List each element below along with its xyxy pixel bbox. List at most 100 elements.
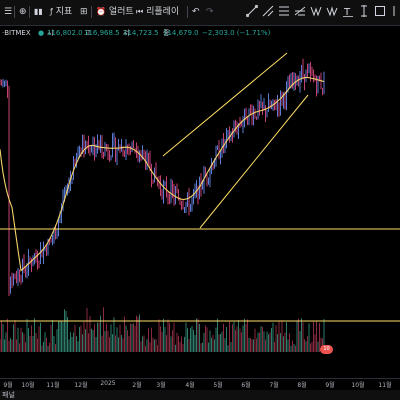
- volume-bar: [304, 339, 305, 352]
- volume-bar: [164, 327, 166, 352]
- volume-bar: [302, 322, 304, 352]
- measure-icon[interactable]: [358, 4, 370, 18]
- volume-bar: [4, 339, 5, 352]
- pattern-icon[interactable]: [326, 4, 338, 18]
- volume-bar: [193, 329, 194, 352]
- volume-bar: [92, 330, 94, 352]
- volume-bar: [10, 338, 11, 352]
- volume-bar: [217, 318, 218, 352]
- volume-bar: [143, 335, 145, 352]
- volume-bar: [14, 320, 16, 352]
- templates-icon[interactable]: ⊞: [80, 7, 88, 17]
- volume-bar: [194, 334, 196, 352]
- price-chart[interactable]: [0, 40, 400, 378]
- volume-bar: [226, 327, 227, 352]
- volume-bar: [292, 340, 293, 352]
- volume-bar: [131, 323, 133, 352]
- volume-bar: [80, 325, 82, 352]
- volume-bar: [268, 334, 269, 352]
- volume-bar: [221, 331, 223, 352]
- add-symbol-icon[interactable]: ⊕: [19, 7, 27, 17]
- volume-bar: [179, 341, 181, 352]
- menu-icon[interactable]: ☰: [4, 7, 13, 17]
- volume-bar: [197, 318, 199, 352]
- left-scale-marker: [0, 40, 6, 380]
- volume-bar: [178, 335, 179, 352]
- chart-type-icon[interactable]: ▮▮: [34, 7, 43, 16]
- volume-bar: [61, 320, 62, 352]
- volume-bar: [100, 315, 101, 352]
- panel-label[interactable]: 패널: [2, 391, 15, 399]
- symbol-legend: · BITMEX ● 시 116,802.0 고 116,968.5 저 114,72…: [2, 29, 271, 37]
- volume-bar: [11, 339, 13, 352]
- volume-bar: [25, 342, 26, 352]
- volume-bar: [250, 338, 251, 352]
- volume-bar: [253, 339, 254, 352]
- volume-bar: [238, 320, 239, 352]
- volume-bar: [160, 326, 161, 352]
- bottom-panel-bar: 패널: [0, 390, 400, 400]
- volume-bar: [275, 325, 277, 352]
- volume-bar: [212, 334, 214, 352]
- more-tools-icon[interactable]: [388, 4, 400, 18]
- pitchfork-icon[interactable]: [294, 4, 306, 18]
- undo-icon[interactable]: ↶: [192, 7, 200, 17]
- volume-bar: [109, 337, 110, 352]
- volume-bar: [232, 324, 233, 352]
- volume-bar: [41, 345, 43, 352]
- text-icon[interactable]: T: [342, 4, 354, 18]
- volume-bar: [161, 331, 163, 352]
- volume-bar: [19, 343, 20, 352]
- replay-button[interactable]: ⏮ 리플레이: [136, 5, 179, 19]
- redo-icon[interactable]: ↷: [206, 7, 214, 17]
- volume-bar: [316, 320, 317, 352]
- volume-bar: [2, 324, 4, 352]
- event-badge[interactable]: 10: [320, 345, 333, 354]
- time-axis[interactable]: 9월 10월 11월 12월 2025 2월 3월 4월 5월 6월 7월 8월 9월 10월 11월: [0, 378, 400, 391]
- volume-bar: [313, 321, 314, 352]
- symbol-name[interactable]: · BITMEX: [2, 29, 31, 37]
- alarm-clock-icon: ⏰: [96, 7, 106, 16]
- volume-bar: [152, 337, 154, 352]
- channel-lower-line[interactable]: [199, 94, 309, 229]
- volume-bar: [49, 342, 50, 352]
- time-axis-tick: 3월: [156, 382, 166, 389]
- volume-bar: [187, 328, 188, 352]
- volume-bar: [35, 332, 37, 352]
- volume-bar: [290, 345, 292, 352]
- volume-bar: [185, 322, 187, 352]
- channel-upper-line[interactable]: [162, 52, 288, 157]
- replay-icon: ⏮: [136, 7, 144, 16]
- volume-bar: [91, 328, 92, 352]
- alert-button[interactable]: ⏰ 얼러트: [96, 5, 134, 19]
- volume-bar: [296, 321, 298, 352]
- volume-bar: [184, 336, 185, 352]
- volume-bar: [130, 323, 131, 352]
- trend-line-icon[interactable]: [246, 4, 258, 18]
- volume-bar: [128, 336, 130, 352]
- volume-bar: [79, 327, 80, 352]
- volume-bar: [188, 339, 190, 352]
- volume-bar: [227, 345, 229, 352]
- time-axis-tick: 9월: [3, 382, 13, 389]
- volume-bar: [122, 338, 124, 352]
- fib-retracement-icon[interactable]: [278, 4, 290, 18]
- volume-bar: [47, 345, 49, 352]
- top-toolbar: ☰ ⊕ ▮▮ ƒ 지표 ⊞ ⏰ 얼러트 ⏮ 리플레이 ↶ ↷: [0, 0, 400, 26]
- volume-bar: [121, 334, 122, 352]
- volume-bar: [28, 328, 29, 352]
- indicators-button[interactable]: ƒ 지표: [50, 5, 72, 19]
- brush-icon[interactable]: [310, 4, 322, 18]
- volume-bar: [245, 323, 247, 352]
- volume-bar: [190, 328, 191, 352]
- volume-bar: [301, 318, 302, 352]
- toolbar-divider: [14, 6, 15, 18]
- volume-bar: [218, 334, 220, 352]
- moving-average-line: [0, 76, 325, 272]
- time-axis-tick: 10월: [21, 382, 35, 389]
- ray-icon[interactable]: [262, 4, 274, 18]
- candlesticks: [0, 58, 325, 297]
- volume-bar: [64, 309, 65, 352]
- volume-bar: [169, 322, 170, 352]
- rectangle-icon[interactable]: [374, 4, 386, 18]
